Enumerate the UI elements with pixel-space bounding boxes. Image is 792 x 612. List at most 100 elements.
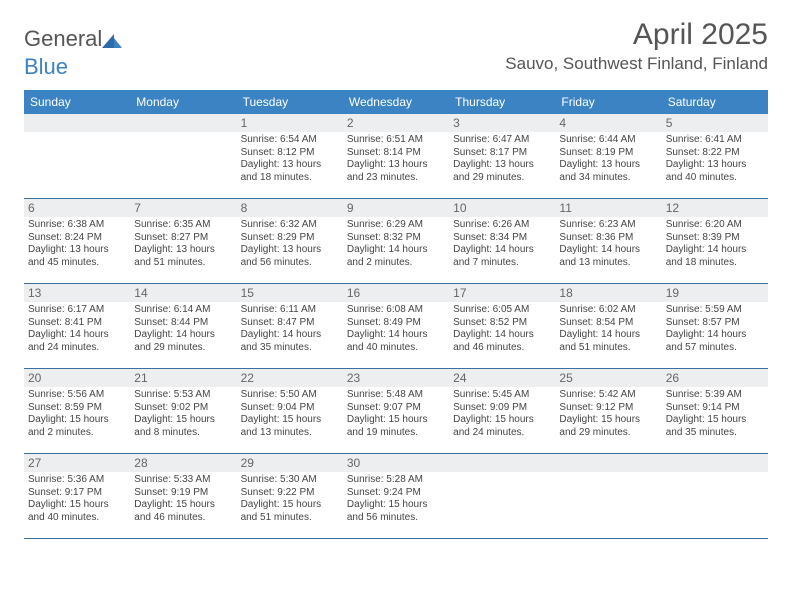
sunset-text: Sunset: 8:27 PM: [134, 232, 232, 245]
day-number: [134, 116, 232, 130]
sunrise-text: Sunrise: 5:48 AM: [347, 389, 445, 402]
day-cell: 8Sunrise: 6:32 AMSunset: 8:29 PMDaylight…: [237, 199, 343, 283]
sunset-text: Sunset: 8:32 PM: [347, 232, 445, 245]
day-number-band: [555, 454, 661, 472]
daylight-text: Daylight: 15 hours: [347, 414, 445, 427]
page-title: April 2025: [505, 18, 768, 52]
sunset-text: Sunset: 8:54 PM: [559, 317, 657, 330]
day-number-band: 16: [343, 284, 449, 302]
sunset-text: Sunset: 8:34 PM: [453, 232, 551, 245]
day-cell: 3Sunrise: 6:47 AMSunset: 8:17 PMDaylight…: [449, 114, 555, 198]
daylight-text: Daylight: 13 hours: [666, 159, 764, 172]
sunrise-text: Sunrise: 5:30 AM: [241, 474, 339, 487]
day-number: 16: [347, 286, 445, 300]
daylight-text: and 45 minutes.: [28, 257, 126, 270]
day-number-band: [24, 114, 130, 132]
daylight-text: Daylight: 13 hours: [241, 244, 339, 257]
daylight-text: and 35 minutes.: [666, 427, 764, 440]
day-cell: 5Sunrise: 6:41 AMSunset: 8:22 PMDaylight…: [662, 114, 768, 198]
daylight-text: and 29 minutes.: [453, 172, 551, 185]
daylight-text: and 2 minutes.: [28, 427, 126, 440]
day-cell: 1Sunrise: 6:54 AMSunset: 8:12 PMDaylight…: [237, 114, 343, 198]
daylight-text: and 29 minutes.: [134, 342, 232, 355]
sunset-text: Sunset: 8:52 PM: [453, 317, 551, 330]
day-cell: 7Sunrise: 6:35 AMSunset: 8:27 PMDaylight…: [130, 199, 236, 283]
daylight-text: Daylight: 15 hours: [347, 499, 445, 512]
daylight-text: Daylight: 14 hours: [666, 244, 764, 257]
dow-monday: Monday: [130, 90, 236, 114]
sunset-text: Sunset: 8:47 PM: [241, 317, 339, 330]
daylight-text: Daylight: 14 hours: [241, 329, 339, 342]
day-cell: 26Sunrise: 5:39 AMSunset: 9:14 PMDayligh…: [662, 369, 768, 453]
day-number: 25: [559, 371, 657, 385]
weeks-container: 1Sunrise: 6:54 AMSunset: 8:12 PMDaylight…: [24, 114, 768, 539]
sunset-text: Sunset: 9:09 PM: [453, 402, 551, 415]
day-number: 6: [28, 201, 126, 215]
day-number-band: 19: [662, 284, 768, 302]
dow-saturday: Saturday: [662, 90, 768, 114]
daylight-text: and 18 minutes.: [241, 172, 339, 185]
day-number: 7: [134, 201, 232, 215]
sunset-text: Sunset: 8:14 PM: [347, 147, 445, 160]
sunset-text: Sunset: 8:19 PM: [559, 147, 657, 160]
day-number-band: 17: [449, 284, 555, 302]
day-number: 14: [134, 286, 232, 300]
daylight-text: Daylight: 15 hours: [559, 414, 657, 427]
week-row: 27Sunrise: 5:36 AMSunset: 9:17 PMDayligh…: [24, 454, 768, 539]
day-number-band: 18: [555, 284, 661, 302]
day-number: 19: [666, 286, 764, 300]
daylight-text: Daylight: 15 hours: [666, 414, 764, 427]
sunrise-text: Sunrise: 5:45 AM: [453, 389, 551, 402]
daylight-text: and 40 minutes.: [347, 342, 445, 355]
day-number-band: 30: [343, 454, 449, 472]
day-cell: 19Sunrise: 5:59 AMSunset: 8:57 PMDayligh…: [662, 284, 768, 368]
day-number: 30: [347, 456, 445, 470]
day-number-band: 7: [130, 199, 236, 217]
day-of-week-row: Sunday Monday Tuesday Wednesday Thursday…: [24, 90, 768, 114]
daylight-text: and 51 minutes.: [559, 342, 657, 355]
day-number-band: 6: [24, 199, 130, 217]
dow-tuesday: Tuesday: [237, 90, 343, 114]
daylight-text: and 46 minutes.: [453, 342, 551, 355]
daylight-text: Daylight: 15 hours: [134, 414, 232, 427]
daylight-text: Daylight: 13 hours: [134, 244, 232, 257]
daylight-text: and 51 minutes.: [241, 512, 339, 525]
day-number: 5: [666, 116, 764, 130]
day-number-band: 20: [24, 369, 130, 387]
location-text: Sauvo, Southwest Finland, Finland: [505, 54, 768, 74]
day-number: 2: [347, 116, 445, 130]
sunset-text: Sunset: 9:02 PM: [134, 402, 232, 415]
day-cell: 9Sunrise: 6:29 AMSunset: 8:32 PMDaylight…: [343, 199, 449, 283]
sunrise-text: Sunrise: 6:17 AM: [28, 304, 126, 317]
daylight-text: and 18 minutes.: [666, 257, 764, 270]
sunset-text: Sunset: 8:29 PM: [241, 232, 339, 245]
sunset-text: Sunset: 9:07 PM: [347, 402, 445, 415]
week-row: 13Sunrise: 6:17 AMSunset: 8:41 PMDayligh…: [24, 284, 768, 369]
day-cell: 10Sunrise: 6:26 AMSunset: 8:34 PMDayligh…: [449, 199, 555, 283]
day-number-band: 26: [662, 369, 768, 387]
daylight-text: and 13 minutes.: [241, 427, 339, 440]
week-row: 6Sunrise: 6:38 AMSunset: 8:24 PMDaylight…: [24, 199, 768, 284]
day-number-band: 27: [24, 454, 130, 472]
day-number: [559, 456, 657, 470]
daylight-text: and 40 minutes.: [666, 172, 764, 185]
day-number: 27: [28, 456, 126, 470]
day-cell: [449, 454, 555, 538]
day-cell: [555, 454, 661, 538]
sunset-text: Sunset: 8:44 PM: [134, 317, 232, 330]
day-cell: 20Sunrise: 5:56 AMSunset: 8:59 PMDayligh…: [24, 369, 130, 453]
day-cell: [662, 454, 768, 538]
day-number: [666, 456, 764, 470]
sunrise-text: Sunrise: 6:29 AM: [347, 219, 445, 232]
daylight-text: Daylight: 14 hours: [559, 329, 657, 342]
sunrise-text: Sunrise: 6:23 AM: [559, 219, 657, 232]
day-number-band: [662, 454, 768, 472]
sunset-text: Sunset: 8:24 PM: [28, 232, 126, 245]
daylight-text: and 35 minutes.: [241, 342, 339, 355]
day-number-band: [449, 454, 555, 472]
day-number: 22: [241, 371, 339, 385]
day-number: 28: [134, 456, 232, 470]
dow-friday: Friday: [555, 90, 661, 114]
sunset-text: Sunset: 8:57 PM: [666, 317, 764, 330]
day-number-band: 5: [662, 114, 768, 132]
